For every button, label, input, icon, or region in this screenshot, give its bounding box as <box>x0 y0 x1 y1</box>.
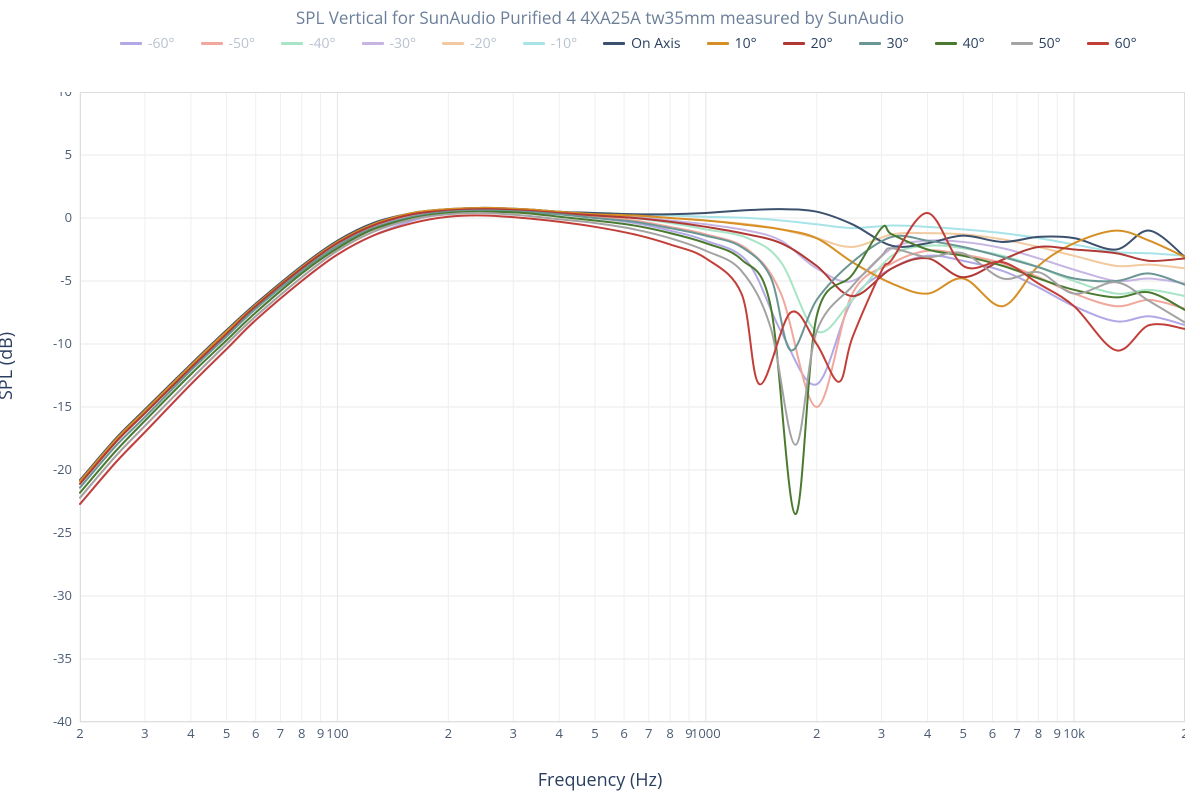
x-tick-label: 9 <box>317 724 324 742</box>
legend: -60° -50° -40° -30° -20° -10° On Axis 10° 20° 30°… <box>120 34 1190 53</box>
plot-area: -40-35-30-25-20-15-10-505102345678923456… <box>80 92 1185 722</box>
x-axis-label: Frequency (Hz) <box>0 768 1200 792</box>
x-tick-label: 1000 <box>691 724 721 742</box>
x-tick-label: 5 <box>591 724 598 742</box>
legend-swatch <box>281 42 303 45</box>
legend-item[interactable]: -30° <box>362 34 417 53</box>
x-tick-label: 7 <box>645 724 652 742</box>
legend-item[interactable]: 40° <box>935 34 985 53</box>
x-tick-label: 8 <box>1035 724 1042 742</box>
legend-item[interactable]: -10° <box>523 34 578 53</box>
y-tick-label: -25 <box>53 523 72 541</box>
x-tick-label: 2 <box>76 724 83 742</box>
x-tick-label: 3 <box>878 724 885 742</box>
legend-label: -20° <box>470 34 497 53</box>
legend-label: 50° <box>1039 34 1061 53</box>
y-axis-label: SPL (dB) <box>0 332 18 400</box>
x-tick-label: 6 <box>252 724 259 742</box>
y-tick-label: -15 <box>53 397 72 415</box>
x-tick-label: 2 <box>445 724 452 742</box>
legend-swatch <box>935 42 957 45</box>
legend-label: -50° <box>229 34 256 53</box>
x-tick-label: 4 <box>555 724 563 742</box>
y-tick-label: -35 <box>53 649 72 667</box>
legend-label: 10° <box>735 34 757 53</box>
y-tick-label: -20 <box>53 460 72 478</box>
legend-label: -10° <box>551 34 578 53</box>
x-tick-label: 5 <box>223 724 230 742</box>
legend-item[interactable]: On Axis <box>603 34 681 53</box>
legend-swatch <box>603 42 625 45</box>
legend-item[interactable]: 20° <box>783 34 833 53</box>
x-tick-label: 5 <box>960 724 967 742</box>
legend-item[interactable]: 10° <box>707 34 757 53</box>
legend-item[interactable]: 50° <box>1011 34 1061 53</box>
legend-item[interactable]: 30° <box>859 34 909 53</box>
x-tick-label: 6 <box>989 724 996 742</box>
x-tick-label: 6 <box>620 724 627 742</box>
legend-swatch <box>1087 42 1109 45</box>
legend-label: -40° <box>309 34 336 53</box>
x-tick-label: 7 <box>1013 724 1020 742</box>
chart-title: SPL Vertical for SunAudio Purified 4 4XA… <box>0 6 1200 29</box>
x-tick-label: 100 <box>326 724 348 742</box>
y-tick-label: -10 <box>53 334 72 352</box>
legend-item[interactable]: -20° <box>442 34 497 53</box>
legend-item[interactable]: 60° <box>1087 34 1137 53</box>
y-tick-label: -30 <box>53 586 72 604</box>
legend-item[interactable]: -50° <box>201 34 256 53</box>
legend-swatch <box>523 42 545 45</box>
x-tick-label: 4 <box>924 724 932 742</box>
x-tick-label: 2 <box>813 724 820 742</box>
legend-swatch <box>1011 42 1033 45</box>
legend-label: 20° <box>811 34 833 53</box>
x-tick-label: 10k <box>1063 724 1085 742</box>
legend-swatch <box>859 42 881 45</box>
legend-label: On Axis <box>631 34 681 53</box>
x-tick-label: 8 <box>666 724 673 742</box>
legend-swatch <box>783 42 805 45</box>
y-tick-label: 5 <box>65 145 72 163</box>
legend-swatch <box>707 42 729 45</box>
y-tick-label: -40 <box>53 712 72 730</box>
x-tick-label: 8 <box>298 724 305 742</box>
legend-swatch <box>201 42 223 45</box>
legend-label: 40° <box>963 34 985 53</box>
legend-label: 30° <box>887 34 909 53</box>
y-tick-label: 10 <box>57 92 72 100</box>
legend-item[interactable]: -60° <box>120 34 175 53</box>
y-tick-label: -5 <box>60 271 72 289</box>
legend-label: -60° <box>148 34 175 53</box>
x-tick-label: 4 <box>187 724 195 742</box>
x-tick-label: 2 <box>1181 724 1185 742</box>
legend-swatch <box>442 42 464 45</box>
legend-swatch <box>120 42 142 45</box>
y-tick-label: 0 <box>65 208 72 226</box>
x-tick-label: 9 <box>1054 724 1061 742</box>
x-tick-label: 7 <box>277 724 284 742</box>
plot-svg: -40-35-30-25-20-15-10-505102345678923456… <box>32 92 1185 750</box>
legend-swatch <box>362 42 384 45</box>
spl-chart: SPL Vertical for SunAudio Purified 4 4XA… <box>0 0 1200 800</box>
x-tick-label: 3 <box>141 724 148 742</box>
legend-label: -30° <box>390 34 417 53</box>
legend-item[interactable]: -40° <box>281 34 336 53</box>
x-tick-label: 3 <box>509 724 516 742</box>
legend-label: 60° <box>1115 34 1137 53</box>
